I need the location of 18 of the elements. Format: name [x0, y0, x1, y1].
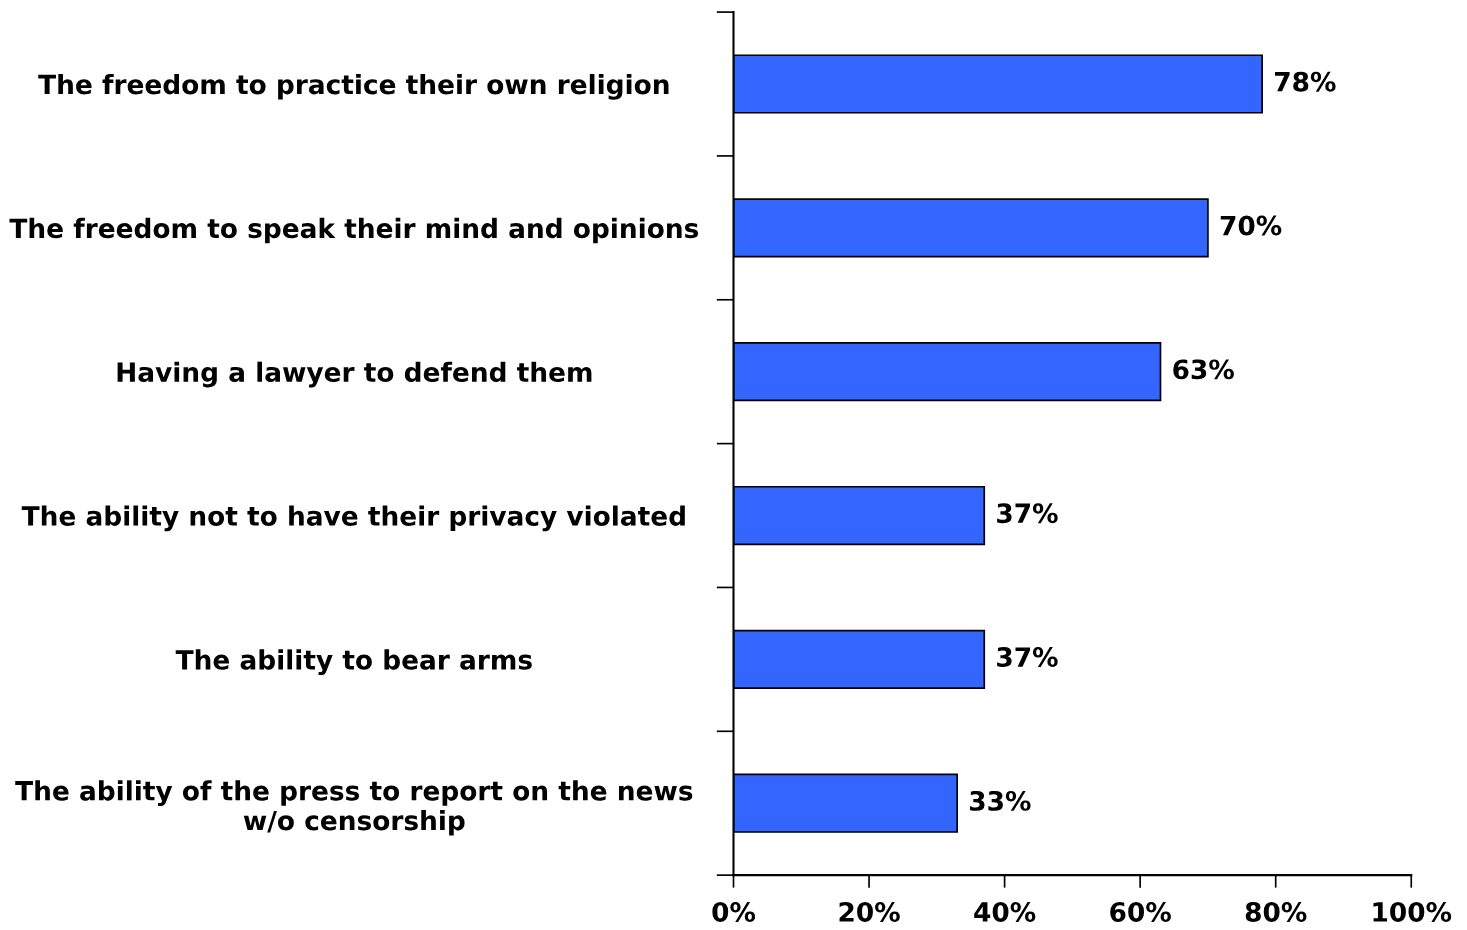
y-tick-label: The ability to bear arms — [175, 649, 532, 676]
y-tick-label: Having a lawyer to defend them — [117, 361, 592, 388]
y-tick-label: The freedom to practice their own religion — [38, 73, 669, 100]
x-tick-label: 0% — [712, 901, 756, 922]
x-tick-label: 60% — [1110, 901, 1171, 922]
y-tick-label: The freedom to speak their mind and opinions — [9, 217, 699, 244]
data-label: 33% — [970, 790, 1031, 811]
x-tick-label: 20% — [839, 901, 900, 922]
x-tick-label: 80% — [1245, 901, 1307, 922]
data-label: 63% — [1173, 359, 1234, 380]
y-tick-label: The ability of the press to report on the news w/o censorship — [15, 780, 693, 836]
data-label: 78% — [1275, 71, 1336, 92]
x-tick-label: 100% — [1373, 901, 1452, 922]
data-label: 70% — [1220, 215, 1282, 236]
data-label: 37% — [997, 503, 1058, 524]
y-tick-label: The ability not to have their privacy violated — [21, 505, 685, 532]
data-label: 37% — [997, 647, 1058, 668]
x-tick-label: 40% — [974, 901, 1036, 922]
